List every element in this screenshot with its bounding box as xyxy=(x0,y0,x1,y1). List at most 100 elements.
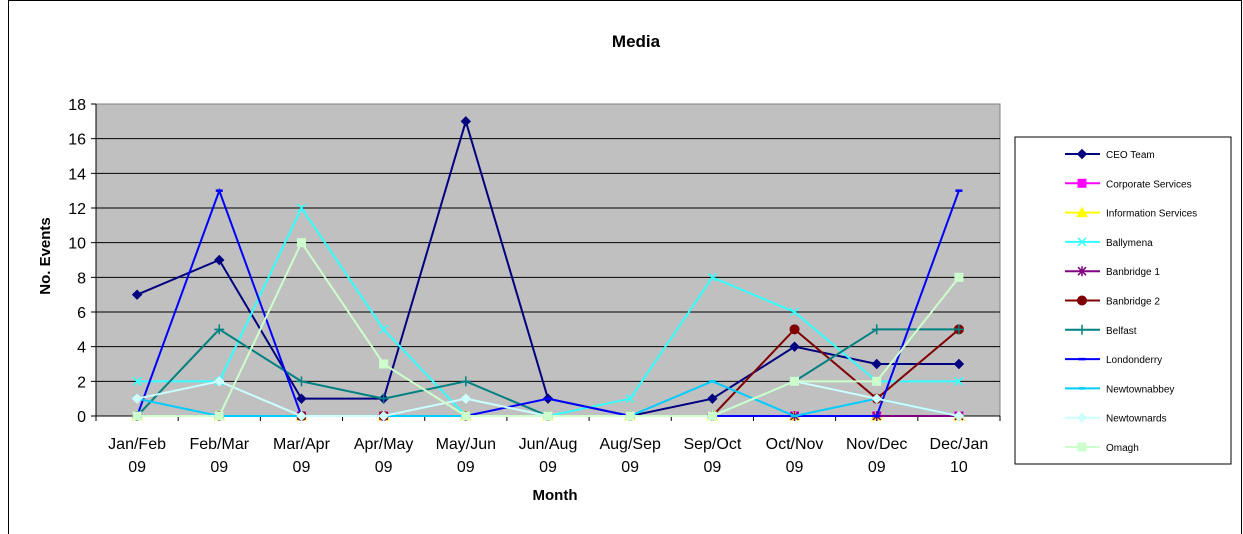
data-point xyxy=(296,238,306,248)
legend-entry: Belfast xyxy=(1065,324,1137,337)
legend-entry: CEO Team xyxy=(1065,148,1155,161)
data-point xyxy=(953,324,964,335)
data-point xyxy=(378,410,389,422)
x-axis: Jan/Feb 09 Feb/Mar 09 Mar/Apr 09 Apr/May 09 May/… xyxy=(95,415,1001,476)
x-tick-label: May/Jun xyxy=(436,436,496,453)
y-tick-label: 14 xyxy=(68,166,86,183)
data-point xyxy=(460,393,472,404)
legend-marker xyxy=(1077,266,1087,277)
data-point xyxy=(871,358,882,370)
legend-label: Newtownabbey xyxy=(1106,384,1174,395)
series-10 xyxy=(132,238,964,421)
legend-box xyxy=(1014,136,1232,465)
data-point xyxy=(296,410,307,422)
data-point xyxy=(872,376,882,386)
plot-area xyxy=(95,103,1001,417)
x-tick-label: Nov/Dec xyxy=(846,436,907,453)
data-point xyxy=(871,393,882,404)
chart-title: Media xyxy=(612,32,661,51)
data-point xyxy=(790,307,800,317)
y-tick-label: 18 xyxy=(68,97,86,114)
data-point xyxy=(625,411,635,421)
x-tick-label: 09 xyxy=(128,459,146,476)
x-tick-label: 09 xyxy=(539,459,557,476)
legend-entry: Omagh xyxy=(1065,442,1139,454)
data-point xyxy=(296,393,307,404)
legend-marker xyxy=(1076,412,1088,423)
legend-label: Information Services xyxy=(1106,209,1197,220)
y-tick-label: 2 xyxy=(77,374,86,391)
x-tick-label: Oct/Nov xyxy=(766,436,824,453)
chart-frame xyxy=(8,0,1242,534)
data-point xyxy=(625,394,635,404)
y-tick-label: 4 xyxy=(77,340,86,357)
x-tick-label: 10 xyxy=(950,459,968,476)
y-tick-label: 0 xyxy=(77,409,86,426)
data-point xyxy=(131,393,143,404)
y-axis-title: No. Events xyxy=(37,217,54,295)
data-point xyxy=(214,376,225,387)
data-point xyxy=(789,341,800,352)
legend-label: Banbridge 2 xyxy=(1106,297,1160,308)
data-point xyxy=(131,289,143,300)
data-point xyxy=(707,393,718,404)
data-point xyxy=(461,411,471,421)
legend-marker xyxy=(1077,178,1087,188)
x-tick-label: Feb/Mar xyxy=(189,436,249,453)
data-point xyxy=(953,358,965,370)
data-point xyxy=(789,324,800,335)
x-tick-label: Sep/Oct xyxy=(683,436,741,453)
x-tick-label: Jun/Aug xyxy=(519,436,578,453)
legend-entry: Newtownabbey xyxy=(1065,384,1174,395)
legend-label: Omagh xyxy=(1106,443,1139,454)
legend-label: CEO Team xyxy=(1106,150,1155,161)
x-tick-label: 09 xyxy=(621,459,639,476)
data-point xyxy=(460,116,472,127)
data-point xyxy=(378,393,389,404)
legend-label: Londonderry xyxy=(1106,355,1162,366)
data-point xyxy=(214,411,224,421)
x-tick-label: Aug/Sep xyxy=(599,436,660,453)
y-tick-label: 16 xyxy=(68,132,86,149)
legend-label: Ballymena xyxy=(1106,238,1153,249)
x-axis-title: Month xyxy=(533,487,578,504)
legend-entry: Banbridge 2 xyxy=(1065,295,1160,308)
data-point xyxy=(707,272,717,282)
legend-entry: Banbridge 1 xyxy=(1065,266,1160,278)
data-point xyxy=(132,411,142,421)
data-point xyxy=(296,203,306,213)
y-tick-label: 10 xyxy=(68,236,86,253)
data-point xyxy=(460,376,471,387)
legend: CEO Team Corporate Services Information Se… xyxy=(1014,136,1232,465)
data-point xyxy=(379,359,389,369)
x-tick-label: 09 xyxy=(868,459,886,476)
data-point xyxy=(379,324,389,334)
legend-entry: Information Services xyxy=(1065,206,1197,220)
x-tick-label: Jan/Feb xyxy=(108,436,166,453)
x-tick-label: 09 xyxy=(210,459,228,476)
legend-label: Belfast xyxy=(1106,326,1137,337)
x-tick-label: 09 xyxy=(786,459,804,476)
data-point xyxy=(214,254,225,266)
data-point xyxy=(132,376,142,386)
data-point xyxy=(296,376,307,387)
y-axis: 0 2 4 6 8 10 12 14 16 18 xyxy=(68,97,97,426)
data-point xyxy=(954,376,964,386)
plot-background xyxy=(95,103,1001,417)
x-tick-label: 09 xyxy=(457,459,475,476)
legend-entry: Corporate Services xyxy=(1065,178,1192,190)
legend-marker xyxy=(1076,206,1088,218)
y-tick-label: 6 xyxy=(77,305,86,322)
y-tick-label: 8 xyxy=(77,270,86,287)
data-point xyxy=(214,324,225,335)
legend-marker xyxy=(1077,442,1087,452)
legend-label: Newtownards xyxy=(1106,414,1167,425)
data-point xyxy=(543,411,553,421)
series-layer xyxy=(131,116,965,422)
x-tick-label: 09 xyxy=(703,459,721,476)
x-tick-label: Dec/Jan xyxy=(930,436,989,453)
legend-marker xyxy=(1077,237,1087,247)
data-point xyxy=(790,376,800,386)
y-tick-label: 12 xyxy=(68,201,86,218)
